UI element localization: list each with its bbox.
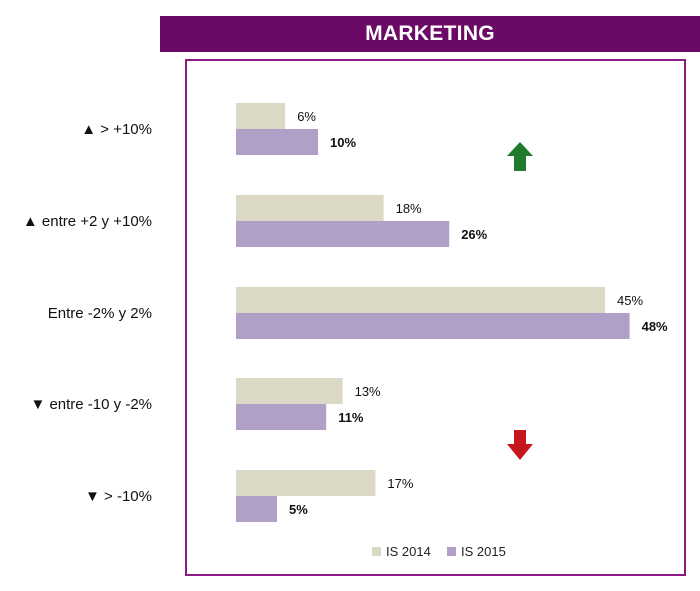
value-labels: 6% 10% 18% 26% 45% 48% 13% 11% 17% 5% bbox=[289, 109, 668, 517]
data-label: 11% bbox=[338, 410, 364, 425]
legend-swatch-is-2014 bbox=[372, 547, 381, 556]
bar-is-2014 bbox=[236, 378, 343, 404]
category-labels: ▲ > +10% ▲ entre +2 y +10% Entre -2% y 2% ▼… bbox=[23, 121, 152, 505]
category-label: ▼ > -10% bbox=[85, 488, 152, 505]
bars bbox=[236, 103, 630, 522]
data-label: 45% bbox=[617, 293, 643, 308]
bar-is-2014 bbox=[236, 470, 376, 496]
data-label: 6% bbox=[297, 109, 316, 124]
trend-arrows bbox=[507, 142, 533, 460]
legend-swatch-is-2015 bbox=[447, 547, 456, 556]
legend-label: IS 2015 bbox=[461, 544, 506, 559]
chart-frame bbox=[185, 59, 686, 576]
data-label: 18% bbox=[396, 201, 422, 216]
bar-is-2015 bbox=[236, 129, 318, 155]
data-label: 13% bbox=[355, 384, 381, 399]
bar-is-2015 bbox=[236, 221, 450, 247]
category-label: ▲ > +10% bbox=[81, 121, 152, 138]
bar-is-2015 bbox=[236, 404, 327, 430]
data-label: 26% bbox=[461, 227, 487, 242]
data-label: 48% bbox=[642, 319, 668, 334]
data-label: 10% bbox=[330, 135, 356, 150]
data-label: 17% bbox=[387, 476, 413, 491]
bar-is-2014 bbox=[236, 287, 605, 313]
bar-is-2015 bbox=[236, 496, 277, 522]
category-label: Entre -2% y 2% bbox=[48, 305, 152, 322]
bar-is-2014 bbox=[236, 195, 384, 221]
category-label: ▼ entre -10 y -2% bbox=[30, 396, 152, 413]
data-label: 5% bbox=[289, 502, 308, 517]
legend: IS 2014 IS 2015 bbox=[372, 544, 506, 559]
bar-is-2014 bbox=[236, 103, 286, 129]
bar-is-2015 bbox=[236, 313, 630, 339]
down-arrow-icon bbox=[507, 430, 533, 460]
legend-label: IS 2014 bbox=[386, 544, 431, 559]
category-label: ▲ entre +2 y +10% bbox=[23, 213, 152, 230]
chart-title: MARKETING bbox=[365, 22, 495, 45]
up-arrow-icon bbox=[507, 142, 533, 171]
chart-title-banner: MARKETING bbox=[160, 16, 700, 52]
